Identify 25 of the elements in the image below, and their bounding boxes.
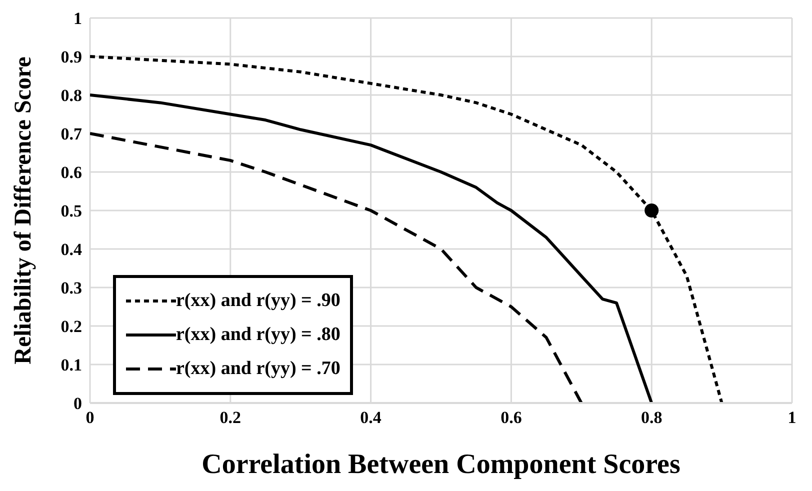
y-tick-label: 0.1 bbox=[60, 356, 82, 375]
x-tick-label: 0 bbox=[86, 408, 94, 428]
x-tick-label: 0.8 bbox=[640, 408, 662, 428]
x-tick-label: 0.4 bbox=[360, 408, 382, 428]
line-series bbox=[90, 94, 654, 403]
x-tick-label: 0.6 bbox=[500, 408, 522, 428]
line-series bbox=[90, 132, 583, 403]
y-tick-label: 0.7 bbox=[60, 124, 82, 144]
y-tick-label: 0.3 bbox=[60, 278, 82, 298]
y-tick-label: 0.9 bbox=[60, 48, 82, 67]
x-tick-label: 0.2 bbox=[220, 408, 242, 428]
y-tick-label: 0.8 bbox=[60, 86, 82, 106]
y-tick-label: 0 bbox=[74, 394, 82, 414]
y-axis-title: Reliability of Difference Score bbox=[10, 56, 37, 364]
legend-label: r(xx) and r(yy) = .70 bbox=[176, 358, 340, 380]
y-tick-label: 0.6 bbox=[60, 163, 82, 182]
y-tick-label: 0.2 bbox=[60, 317, 82, 336]
y-tick-label: 1 bbox=[74, 9, 82, 28]
line-series bbox=[90, 55, 724, 403]
x-tick-label: 1 bbox=[788, 408, 796, 428]
legend-label: r(xx) and r(yy) = .90 bbox=[176, 290, 340, 312]
legend-label: r(xx) and r(yy) = .80 bbox=[176, 324, 340, 346]
x-axis-title: Correlation Between Component Scores bbox=[202, 449, 680, 480]
y-tick-label: 0.5 bbox=[60, 202, 82, 221]
y-tick-label: 0.4 bbox=[60, 240, 82, 260]
